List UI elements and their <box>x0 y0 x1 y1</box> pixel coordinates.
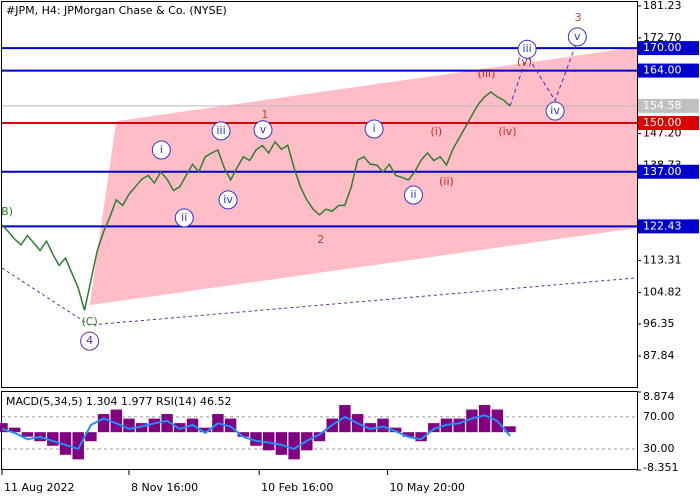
wave-label: iv <box>223 193 233 206</box>
wave-label: i <box>373 122 376 135</box>
wave-circle <box>151 140 171 160</box>
wave-label: 1 <box>261 108 268 121</box>
projection <box>509 40 578 107</box>
rsi-line <box>1 414 511 451</box>
macd-bar <box>262 432 275 451</box>
last-price-box <box>638 98 699 113</box>
macd-bar <box>72 432 84 460</box>
level-label: 164.00 <box>643 64 682 77</box>
wave-label: (ii) <box>439 175 454 188</box>
y-tick-label: 172.70 <box>643 31 682 44</box>
x-tick-label: 10 May 20:00 <box>389 481 464 494</box>
wave-label: (C) <box>81 315 97 328</box>
macd-bar <box>224 418 237 433</box>
macd-bar <box>428 423 440 433</box>
macd-bar <box>288 432 300 460</box>
channel <box>89 46 637 306</box>
x-tick-label: 10 Feb 16:00 <box>261 481 333 494</box>
price-frame <box>1 1 638 388</box>
y-tick-label: -8.351 <box>643 461 678 474</box>
macd-bar <box>466 409 478 433</box>
macd-bar <box>8 427 21 433</box>
indicator-title: MACD(5,34,5) 1.304 1.977 RSI(14) 46.52 <box>6 395 231 408</box>
level-label: 150.00 <box>643 116 682 129</box>
macd-bar <box>123 418 135 433</box>
wave-label: iii <box>523 42 532 55</box>
macd-bar <box>161 414 173 433</box>
wave-circle <box>517 39 537 59</box>
wave-circle <box>545 101 565 121</box>
wave-circle <box>403 185 423 205</box>
x-tick-label: 8 Nov 16:00 <box>131 481 198 494</box>
y-tick-label: 113.31 <box>643 254 682 267</box>
wave-circle <box>567 27 587 47</box>
wave-circle <box>364 119 384 139</box>
macd-bar <box>85 432 97 442</box>
macd-bar <box>364 423 377 433</box>
macd-bar <box>237 432 250 437</box>
wave-label: 2 <box>317 233 324 246</box>
wave-label: (iii) <box>478 67 496 80</box>
wave-circle <box>174 208 194 228</box>
macd-bar <box>377 418 389 433</box>
macd-bar <box>313 432 326 442</box>
wave-circle <box>80 331 100 351</box>
wave-label: 4 <box>86 334 93 347</box>
x-tick-label: 11 Aug 2022 <box>4 481 74 494</box>
wave-label: i <box>160 143 163 156</box>
last-price-label: 154.58 <box>643 99 682 112</box>
wave-label: iii <box>216 124 225 137</box>
macd-bar <box>174 423 186 433</box>
macd-bar <box>339 405 351 433</box>
wave-label: (i) <box>431 125 443 138</box>
y-tick-label: 181.23 <box>643 0 682 12</box>
y-tick-label: 8.874 <box>643 390 675 403</box>
macd-bar <box>0 423 8 433</box>
macd-bar <box>389 427 402 433</box>
macd-bar <box>415 432 427 442</box>
wave-circle <box>253 120 273 140</box>
y-tick-label: 96.35 <box>643 317 675 330</box>
wave-label: (iv) <box>498 125 516 138</box>
chart-title: #JPM, H4: JPMorgan Chase & Co. (NYSE) <box>6 4 227 17</box>
macd-bar <box>275 432 288 455</box>
macd-bar <box>97 414 110 433</box>
level-label-box <box>638 164 699 179</box>
wave-label: v <box>574 30 581 43</box>
trendline <box>1 267 638 326</box>
wave-label: B) <box>1 205 13 218</box>
macd-bar <box>148 418 161 433</box>
level-label-box <box>638 116 699 131</box>
y-tick-label: 87.84 <box>643 349 675 362</box>
macd-bar <box>110 409 123 433</box>
macd-bar <box>21 432 34 437</box>
macd-bar <box>47 432 59 446</box>
wave-circle <box>218 190 238 210</box>
level-label-box <box>638 219 699 234</box>
y-tick-label: 104.82 <box>643 285 682 298</box>
macd-bar <box>59 432 72 455</box>
macd-bar <box>453 418 465 433</box>
y2-tick-label: 30.00 <box>643 442 675 455</box>
wave-label: 3 <box>574 11 581 24</box>
macd-bar <box>402 432 415 437</box>
y2-tick-label: 70.00 <box>643 410 675 423</box>
level-label: 122.43 <box>643 219 682 232</box>
wave-label: ii <box>181 211 187 224</box>
price-line <box>1 90 511 311</box>
level-label: 137.00 <box>643 165 682 178</box>
level-label-box <box>638 41 699 56</box>
wave-label: v <box>260 123 267 136</box>
macd-bar <box>199 427 211 433</box>
macd-bar <box>135 423 148 433</box>
wave-label: ii <box>410 188 416 201</box>
macd-bar <box>478 405 491 433</box>
wave-circle <box>211 121 231 141</box>
macd-bar <box>250 432 262 446</box>
wave-label: iv <box>550 104 560 117</box>
level-label: 170.00 <box>643 41 682 54</box>
level-label-box <box>638 63 699 78</box>
macd-bar <box>504 426 516 433</box>
